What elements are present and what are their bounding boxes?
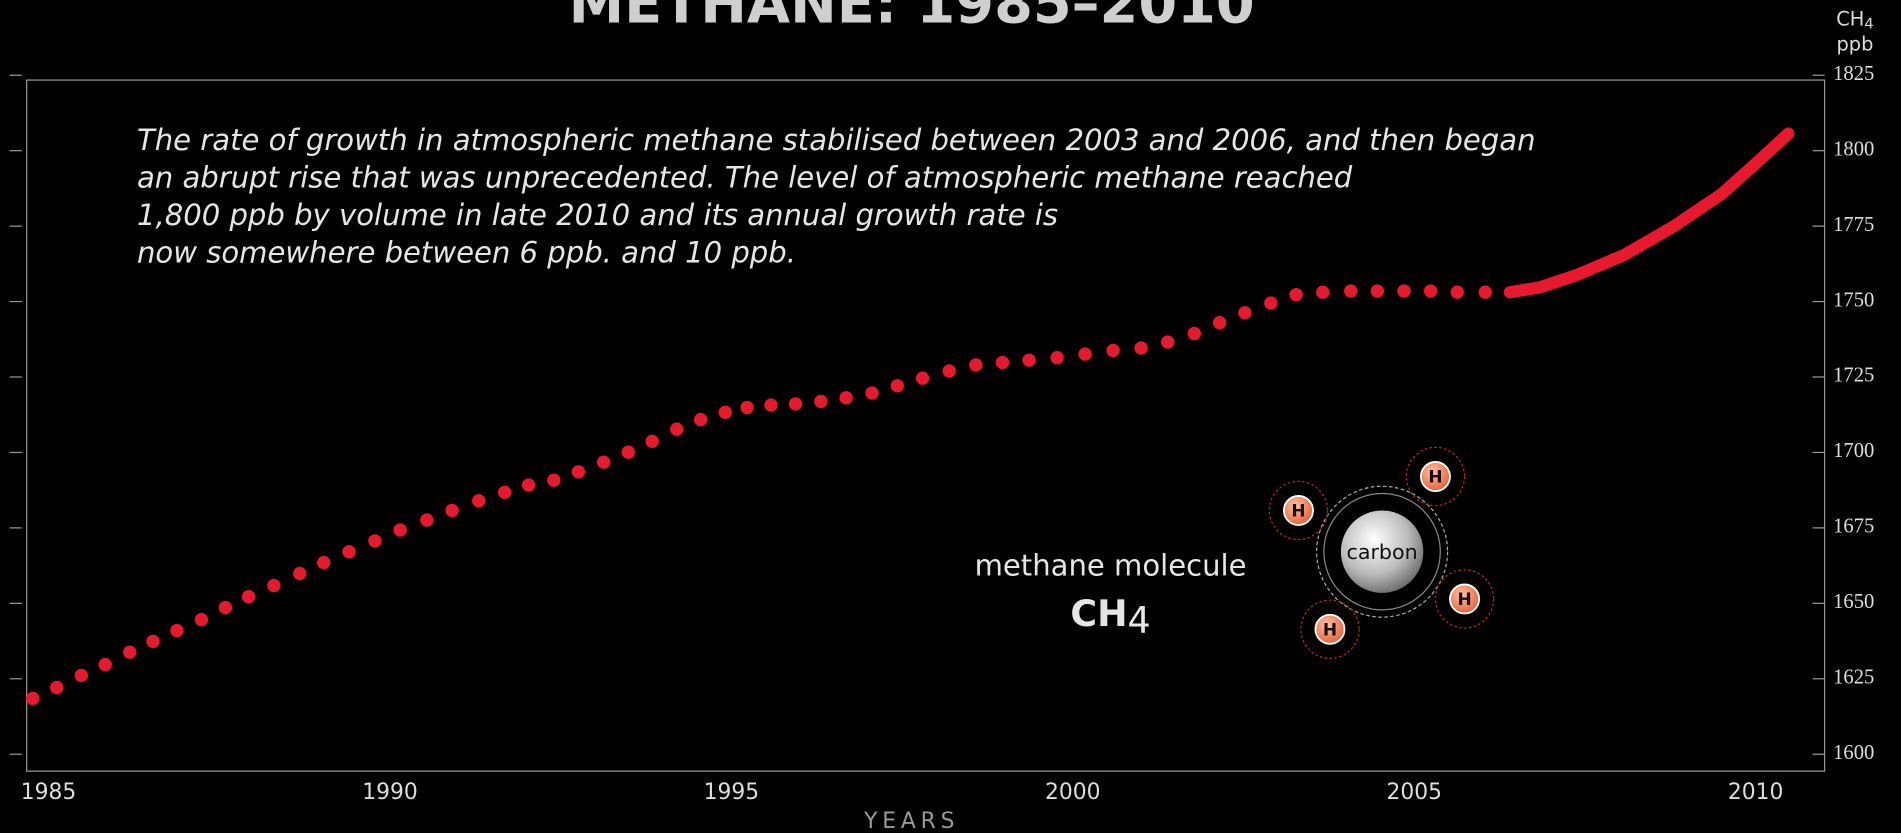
data-dot [719,406,732,419]
data-dot [622,445,635,458]
data-dot [547,474,560,487]
formula-sub: 4 [1128,599,1151,642]
data-dot [839,391,852,404]
chart: METHANE: 1985–2010 YEARS CH4 ppb The rat… [0,0,1901,833]
annotation-line: The rate of growth in atmospheric methan… [137,123,1536,157]
page: {"chart_data":{"type":"line","title":"ME… [0,0,1901,833]
data-dot [498,486,511,499]
data-dot [368,534,381,547]
data-dot [996,356,1009,369]
data-dot [694,413,707,426]
data-dot [865,386,878,399]
y-tick-label: 1800 [1833,138,1874,160]
data-dot [242,590,255,603]
data-dot [1264,296,1277,309]
hydrogen-label: H [1457,590,1471,610]
data-dot [1134,341,1147,354]
molecule: methane molecule CH4 carbon H H H H [975,447,1494,658]
y-tick-label: 1825 [1833,63,1874,85]
data-dot [445,504,458,517]
data-dot [969,358,982,371]
data-dot [670,423,683,436]
y-tick-label: 1725 [1833,365,1874,387]
data-dot [123,646,136,659]
data-dot [1050,351,1063,364]
data-dot [472,494,485,507]
x-axis-label: YEARS [863,809,959,833]
formula-base: CH [1070,592,1127,635]
data-dot [394,523,407,536]
data-dot [572,465,585,478]
data-dot [645,435,658,448]
y-tick-label: 1600 [1833,742,1874,764]
data-dot [342,545,355,558]
y-axis-label: CH4 [1836,7,1873,32]
data-dot [1397,284,1410,297]
molecule-caption: methane molecule [975,548,1247,582]
chart-title: METHANE: 1985–2010 [569,0,1255,36]
data-dot [1479,286,1492,299]
y-tick-label: 1675 [1833,516,1874,538]
x-tick-label: 2005 [1386,780,1442,805]
x-tick-label: 1985 [21,780,77,805]
data-dot [75,669,88,682]
x-tick-label: 1995 [704,780,760,805]
data-dot [146,635,159,648]
data-dot [597,455,610,468]
data-dot [1289,288,1302,301]
data-dot [1022,353,1035,366]
data-dot [943,364,956,377]
y-tick-label: 1650 [1833,591,1874,613]
data-dot [1213,316,1226,329]
data-dot [522,478,535,491]
hydrogen-label: H [1291,502,1305,522]
data-dot [1161,335,1174,348]
data-dot [891,379,904,392]
hydrogen-label: H [1428,468,1442,488]
data-dot [195,613,208,626]
data-dot [317,556,330,569]
data-dot [26,692,39,705]
x-tick-label: 2000 [1045,780,1101,805]
data-dot [267,579,280,592]
annotation-line: an abrupt rise that was unprecedented. T… [137,160,1353,194]
data-dot [50,681,63,694]
data-dot [740,401,753,414]
data-dot [764,398,777,411]
y-tick-label: 1750 [1833,289,1874,311]
y-tick-label: 1775 [1833,214,1874,236]
y-tick-label: 1625 [1833,667,1874,689]
data-line [1510,133,1789,292]
y-axis-unit: ppb [1836,32,1873,55]
data-dot [1188,327,1201,340]
data-dot [789,397,802,410]
data-dot [293,567,306,580]
data-dot [1078,347,1091,360]
annotation: The rate of growth in atmospheric methan… [137,123,1536,270]
hydrogen-label: H [1323,620,1337,640]
data-dot [916,372,929,385]
data-dot [1316,286,1329,299]
data-dot [1371,284,1384,297]
data-dot [1106,344,1119,357]
data-dot [1238,306,1251,319]
y-tick-label: 1700 [1833,440,1874,462]
data-dot [99,658,112,671]
x-tick-label: 2010 [1728,780,1784,805]
molecule-formula: CH4 [1070,592,1150,642]
data-dot [814,395,827,408]
x-tick-label: 1990 [362,780,418,805]
data-dot [1344,284,1357,297]
data-dot [420,513,433,526]
annotation-line: now somewhere between 6 ppb. and 10 ppb. [137,236,796,270]
annotation-line: 1,800 ppb by volume in late 2010 and its… [137,198,1058,232]
data-dot [1451,286,1464,299]
carbon-label: carbon [1347,540,1418,564]
data-dot [1424,284,1437,297]
y-label-base: CH [1836,7,1864,30]
data-dot [219,601,232,614]
data-dot [170,624,183,637]
y-label-sub: 4 [1864,16,1873,32]
